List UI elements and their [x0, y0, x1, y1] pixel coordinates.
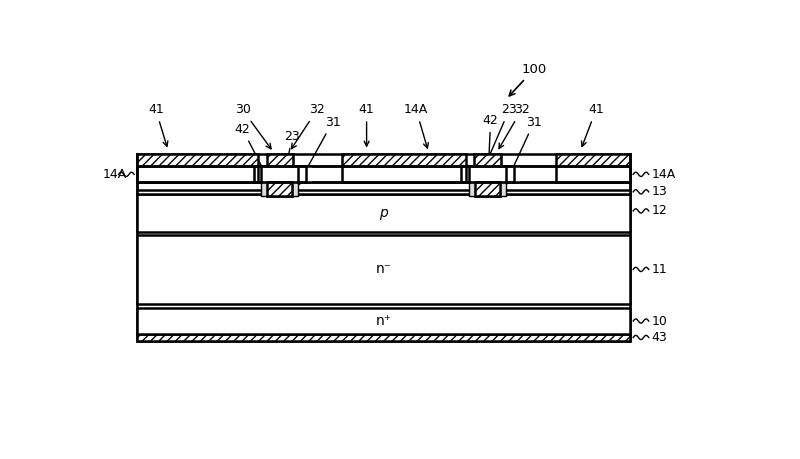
Bar [138, 334, 630, 341]
Text: 32: 32 [291, 103, 325, 149]
Text: n⁺: n⁺ [586, 168, 601, 181]
Text: 100: 100 [510, 63, 546, 96]
Text: 41: 41 [148, 103, 168, 146]
Text: 14A: 14A [103, 168, 127, 181]
Bar [292, 182, 298, 196]
Bar [469, 182, 475, 196]
Text: p: p [379, 206, 388, 220]
Bar [138, 190, 630, 194]
Bar [556, 154, 630, 167]
Bar [267, 182, 292, 196]
Text: 12: 12 [652, 204, 667, 218]
Bar [254, 167, 274, 182]
Text: 32: 32 [499, 103, 530, 149]
Bar [138, 154, 630, 341]
Bar [266, 154, 293, 167]
Text: 30: 30 [234, 103, 271, 149]
Bar [267, 182, 292, 196]
Bar [342, 154, 466, 167]
Bar [469, 167, 506, 182]
Bar [292, 167, 312, 182]
Text: 31: 31 [298, 116, 340, 185]
Text: n⁺: n⁺ [166, 168, 182, 181]
Text: 10: 10 [652, 314, 668, 328]
Bar [475, 182, 500, 196]
Text: n⁺: n⁺ [376, 314, 392, 328]
Bar [138, 308, 630, 334]
Bar [500, 167, 520, 182]
Bar [138, 194, 630, 232]
Bar [138, 167, 630, 182]
Text: 23: 23 [482, 103, 517, 170]
Text: 41: 41 [358, 103, 374, 146]
Text: 43: 43 [652, 331, 667, 344]
Bar [262, 182, 267, 196]
Bar [262, 167, 298, 182]
Text: n⁻: n⁻ [375, 263, 392, 276]
Bar [500, 182, 506, 196]
Bar [138, 154, 258, 167]
Bar [462, 167, 482, 182]
Bar [138, 167, 258, 182]
Text: 42: 42 [234, 123, 272, 185]
Text: n⁺: n⁺ [396, 168, 411, 181]
Bar [475, 182, 500, 196]
Text: 41: 41 [582, 103, 604, 146]
Text: 11: 11 [652, 263, 667, 276]
Text: 14A: 14A [652, 168, 676, 181]
Text: 23: 23 [279, 130, 300, 196]
Text: 14A: 14A [404, 103, 428, 148]
Text: 42: 42 [482, 114, 498, 185]
Bar [474, 154, 501, 167]
Bar [138, 235, 630, 304]
Text: 31: 31 [505, 116, 542, 185]
Bar [556, 167, 630, 182]
Bar [342, 167, 466, 182]
Text: 13: 13 [652, 185, 667, 198]
